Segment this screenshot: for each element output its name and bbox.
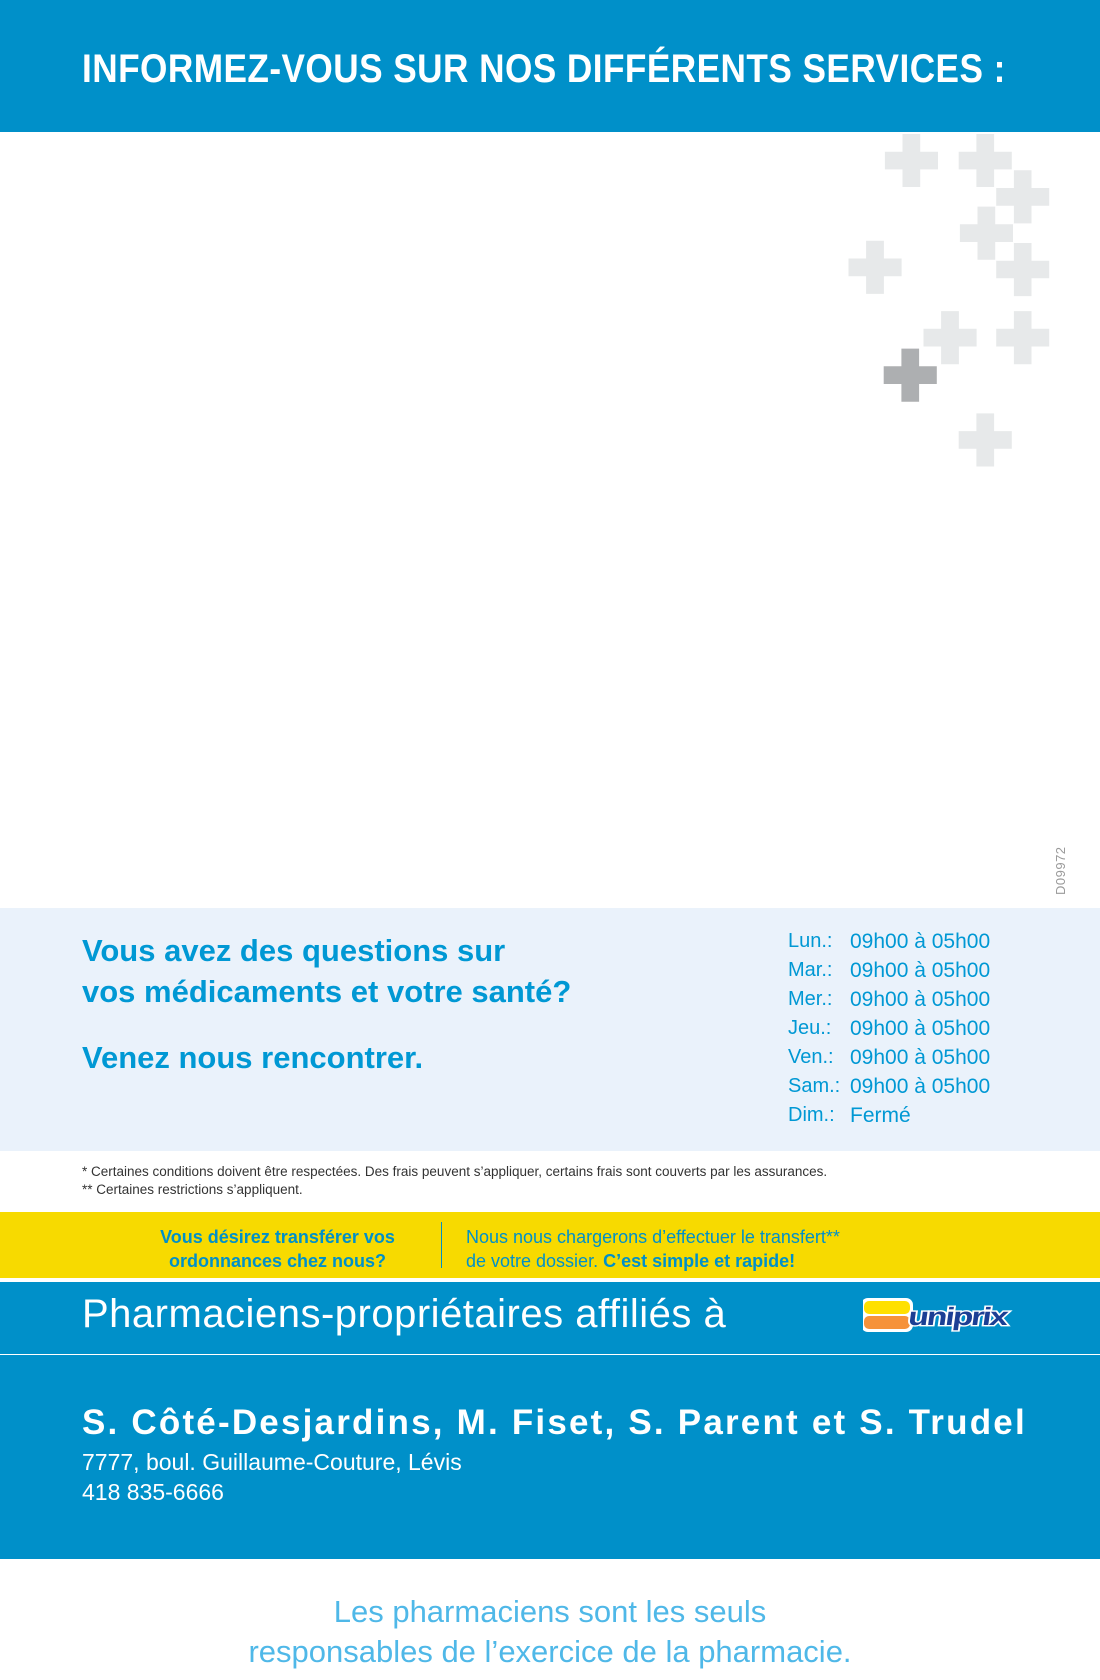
svg-text:uniprix: uniprix: [906, 1303, 1010, 1331]
